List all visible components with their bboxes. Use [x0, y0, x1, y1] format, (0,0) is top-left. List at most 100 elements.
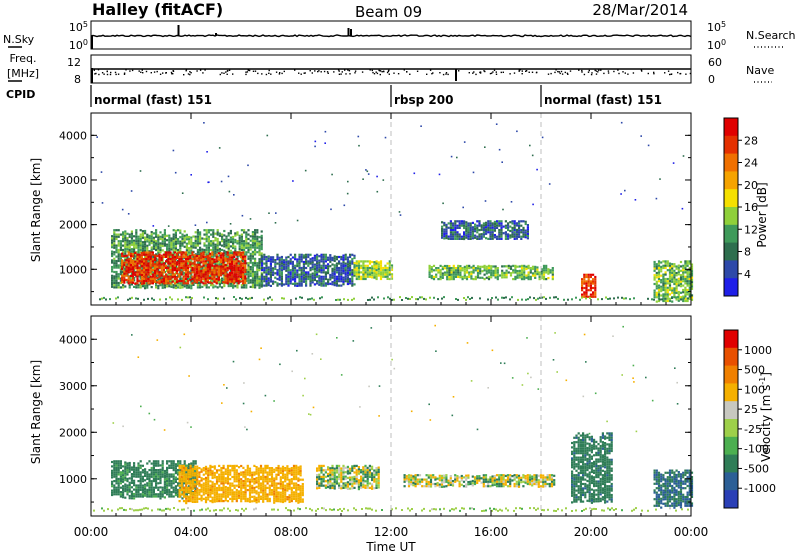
range-gate-cell [221, 244, 224, 247]
range-gate-cell [272, 258, 275, 261]
range-gate-cell [135, 491, 138, 494]
range-gate-cell [184, 262, 187, 265]
range-gate-cell [190, 174, 192, 176]
range-gate-cell [447, 226, 450, 229]
range-gate-cell [141, 230, 144, 233]
range-gate-cell [675, 296, 677, 299]
range-gate-cell [242, 262, 245, 265]
range-gate-cell [115, 466, 118, 469]
nave-point [171, 73, 173, 75]
range-gate-cell [307, 271, 310, 274]
range-gate-cell [140, 273, 143, 277]
range-gate-cell [144, 236, 147, 239]
range-gate-cell [260, 245, 263, 248]
range-gate-cell [207, 286, 210, 289]
range-gate-cell [121, 276, 124, 279]
range-gate-cell [209, 493, 212, 496]
nave-point [196, 70, 198, 72]
nave-point [521, 73, 523, 75]
range-gate-cell [139, 460, 142, 463]
range-gate-cell [322, 253, 325, 256]
range-gate-cell [382, 273, 385, 276]
range-gate-cell [166, 269, 169, 273]
range-gate-cell [198, 473, 201, 476]
range-gate-cell [329, 254, 332, 257]
range-gate-cell [204, 498, 208, 501]
range-gate-cell [655, 280, 658, 283]
range-gate-cell [226, 280, 229, 283]
range-gate-cell [188, 284, 191, 287]
range-gate-cell [362, 262, 365, 265]
range-gate-cell [298, 264, 301, 267]
range-gate-cell [302, 276, 305, 279]
range-gate-cell [272, 271, 275, 274]
range-gate-cell [163, 487, 166, 490]
range-gate-cell [117, 466, 120, 469]
range-gate-cell [478, 220, 481, 223]
range-gate-cell [160, 274, 163, 277]
range-gate-cell [151, 297, 153, 300]
range-gate-cell [479, 267, 482, 271]
range-gate-cell [183, 462, 186, 465]
nave-point [347, 69, 349, 71]
range-gate-cell [256, 273, 259, 276]
range-gate-cell [200, 494, 203, 497]
range-gate-cell [122, 286, 125, 289]
range-gate-cell [170, 255, 173, 258]
range-gate-cell [181, 284, 184, 287]
range-gate-cell [137, 240, 140, 243]
nave-point [247, 69, 250, 71]
range-gate-cell [162, 255, 165, 258]
range-gate-cell [500, 229, 503, 232]
range-gate-cell [117, 480, 120, 483]
range-gate-cell [688, 271, 691, 274]
range-gate-cell [226, 464, 230, 467]
range-gate-cell [182, 282, 185, 285]
range-gate-cell [491, 222, 494, 225]
range-gate-cell [159, 468, 162, 471]
range-gate-cell [518, 224, 521, 227]
range-gate-cell [122, 244, 125, 247]
range-gate-cell [187, 264, 190, 267]
range-gate-cell [681, 296, 683, 299]
range-gate-cell [141, 484, 144, 487]
range-gate-cell [139, 286, 142, 289]
range-gate-cell [504, 231, 507, 234]
range-gate-cell [671, 291, 674, 294]
range-gate-cell [280, 266, 283, 270]
range-gate-cell [165, 277, 168, 280]
range-gate-cell [184, 255, 187, 258]
range-gate-cell [205, 284, 208, 287]
range-gate-cell [300, 271, 303, 274]
range-gate-cell [265, 264, 268, 267]
range-gate-cell [249, 218, 252, 220]
range-gate-cell [690, 274, 694, 277]
range-gate-cell [467, 235, 470, 238]
range-gate-cell [256, 266, 259, 269]
range-gate-cell [238, 239, 241, 242]
range-gate-cell [247, 275, 250, 278]
range-gate-cell [313, 265, 316, 268]
range-gate-cell [149, 264, 152, 267]
range-gate-cell [204, 273, 207, 276]
range-gate-cell [313, 298, 315, 301]
range-gate-cell [249, 266, 252, 269]
range-gate-cell [151, 275, 154, 278]
nave-point [528, 71, 530, 73]
range-gate-cell [135, 488, 138, 491]
range-gate-cell [291, 263, 294, 266]
range-gate-cell [256, 246, 259, 249]
range-gate-cell [671, 278, 674, 281]
range-gate-cell [280, 258, 283, 261]
range-gate-cell [465, 223, 468, 226]
range-gate-cell [146, 482, 149, 485]
range-gate-cell [115, 493, 118, 496]
range-gate-cell [360, 275, 363, 278]
range-gate-cell [518, 265, 521, 268]
range-gate-cell [684, 277, 687, 281]
range-gate-cell [198, 276, 201, 280]
range-gate-cell [677, 277, 680, 280]
range-gate-cell [194, 231, 197, 234]
nave-point [403, 69, 405, 71]
range-gate-cell [174, 171, 177, 174]
